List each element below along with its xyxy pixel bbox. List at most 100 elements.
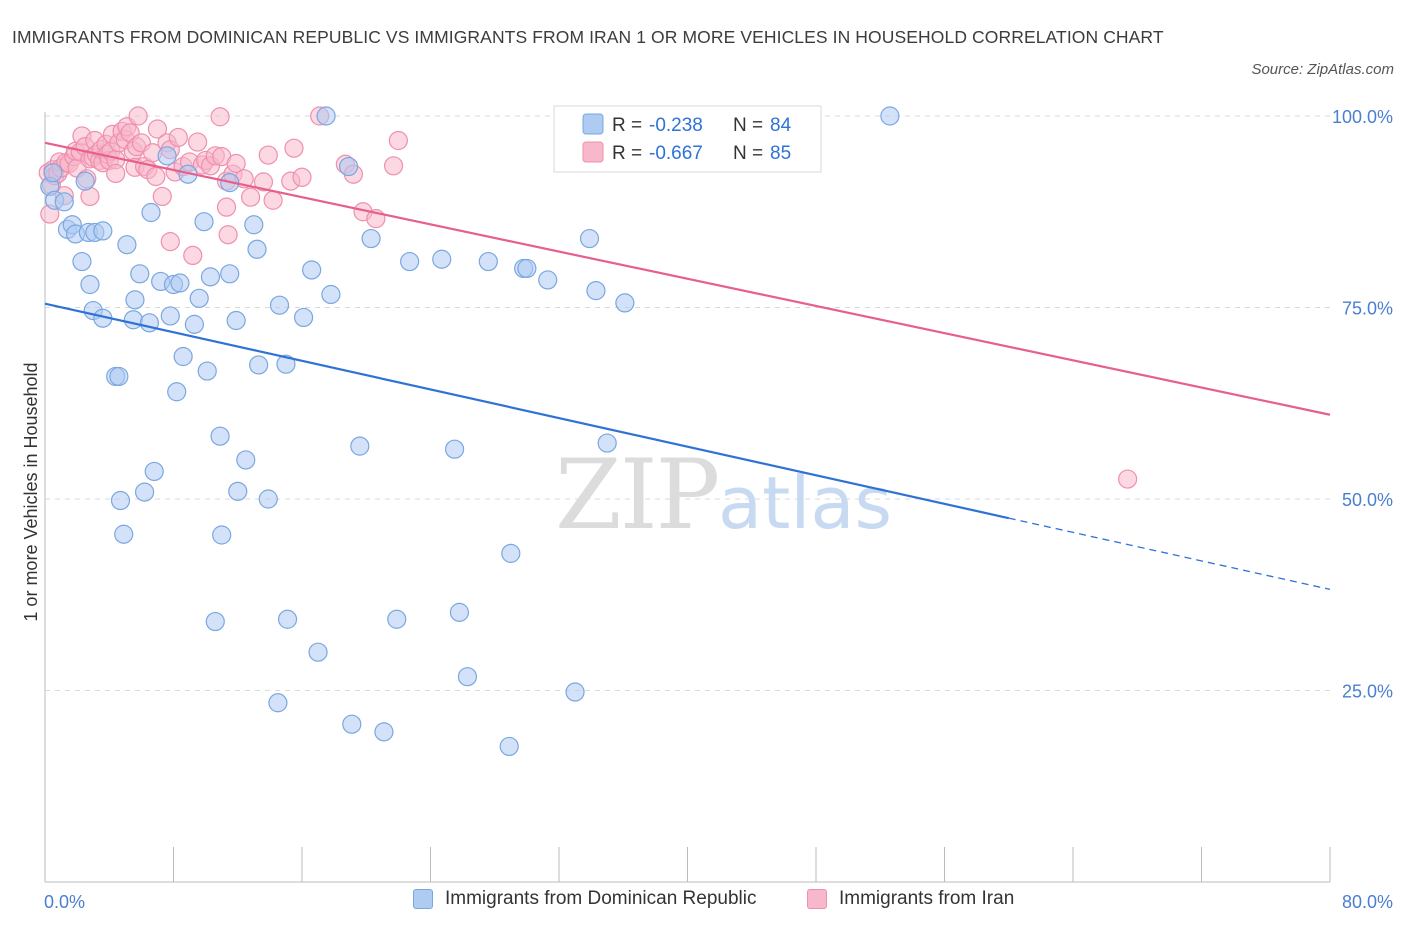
point-dominican-12 bbox=[93, 221, 113, 241]
point-dominican-56 bbox=[302, 260, 322, 280]
point-iran-41 bbox=[128, 106, 148, 126]
point-dominican-41 bbox=[212, 525, 232, 545]
legend-top-r-value-1: -0.238 bbox=[649, 115, 703, 136]
point-iran-81 bbox=[383, 156, 404, 176]
point-dominican-53 bbox=[276, 354, 296, 374]
point-dominican-67 bbox=[444, 439, 465, 459]
point-dominican-24 bbox=[141, 202, 161, 223]
point-iran-50 bbox=[160, 232, 180, 252]
point-dominican-38 bbox=[200, 267, 221, 287]
point-iran-67 bbox=[226, 153, 246, 174]
point-dominican-49 bbox=[249, 355, 269, 375]
point-dominican-66 bbox=[432, 249, 452, 269]
point-dominican-63 bbox=[374, 722, 394, 742]
series-dominican-points bbox=[40, 106, 900, 757]
point-iran-65 bbox=[218, 225, 238, 245]
point-dominican-70 bbox=[478, 251, 498, 272]
point-dominican-80 bbox=[615, 293, 635, 313]
legend-bottom: Immigrants from Dominican Republic Immig… bbox=[0, 888, 1406, 916]
point-dominican-55 bbox=[294, 307, 314, 328]
point-dominican-75 bbox=[538, 270, 558, 290]
point-iran-64 bbox=[216, 197, 237, 217]
point-iran-70 bbox=[253, 172, 274, 192]
point-dominican-17 bbox=[114, 524, 134, 544]
point-dominican-59 bbox=[338, 156, 359, 177]
legend-item-iran: Immigrants from Iran bbox=[807, 888, 1014, 910]
point-dominican-30 bbox=[167, 382, 187, 402]
point-iran-74 bbox=[284, 138, 304, 158]
legend-top-n-label-1: N = bbox=[733, 115, 763, 136]
legend-swatch-iran bbox=[807, 889, 827, 909]
trend-lines bbox=[44, 141, 1331, 591]
point-dominican-34 bbox=[184, 314, 204, 334]
legend-top-swatch-pink bbox=[582, 141, 604, 163]
point-dominican-50 bbox=[258, 489, 278, 509]
trend-line-iran bbox=[44, 141, 1331, 416]
x-tick-label-max: 80.0% bbox=[1342, 892, 1393, 912]
watermark-zip: ZIP bbox=[555, 439, 718, 551]
point-iran-69 bbox=[241, 187, 261, 207]
point-dominican-7 bbox=[72, 251, 92, 272]
legend-swatch-dominican bbox=[413, 889, 433, 909]
point-iran-56 bbox=[183, 245, 203, 266]
point-dominican-21 bbox=[130, 264, 150, 284]
source-label: Source: ZipAtlas.com bbox=[1251, 61, 1394, 78]
point-dominican-36 bbox=[194, 212, 214, 232]
point-iran-84 bbox=[210, 107, 230, 127]
point-dominican-79 bbox=[597, 433, 617, 453]
point-dominican-51 bbox=[268, 693, 288, 713]
point-dominican-52 bbox=[269, 295, 290, 315]
point-dominican-35 bbox=[189, 288, 209, 308]
axes bbox=[44, 112, 1331, 883]
point-dominican-9 bbox=[80, 274, 100, 295]
point-dominican-69 bbox=[457, 667, 478, 687]
point-dominican-19 bbox=[123, 310, 143, 330]
y-tick-label-0: 25.0% bbox=[1342, 682, 1393, 702]
legend-top-r-label-2: R = bbox=[612, 143, 642, 164]
gridlines bbox=[45, 115, 1330, 691]
point-iran-72 bbox=[263, 190, 283, 210]
point-dominican-60 bbox=[342, 714, 362, 734]
point-dominican-1 bbox=[43, 163, 63, 183]
point-dominican-58 bbox=[321, 284, 341, 305]
point-dominican-81 bbox=[880, 106, 900, 126]
trend-line-dominican bbox=[44, 302, 1009, 520]
point-dominican-57 bbox=[308, 642, 328, 662]
chart-title: IMMIGRANTS FROM DOMINICAN REPUBLIC VS IM… bbox=[12, 27, 1164, 47]
y-tick-label-2: 75.0% bbox=[1342, 299, 1393, 319]
point-iran-47 bbox=[147, 119, 168, 139]
point-dominican-61 bbox=[350, 436, 370, 456]
point-dominican-32 bbox=[173, 346, 193, 367]
point-dominican-46 bbox=[236, 450, 256, 470]
point-dominican-65 bbox=[400, 251, 420, 272]
point-iran-46 bbox=[146, 166, 166, 187]
point-dominican-72 bbox=[501, 543, 521, 563]
point-dominican-31 bbox=[170, 273, 190, 293]
point-iran-83 bbox=[1118, 469, 1138, 489]
point-dominican-3 bbox=[54, 192, 74, 212]
trend-line-dominican-dashed bbox=[1008, 517, 1331, 591]
point-dominican-78 bbox=[586, 281, 606, 301]
point-dominican-18 bbox=[117, 235, 137, 255]
point-dominican-54 bbox=[277, 609, 298, 629]
point-dominican-47 bbox=[244, 215, 264, 235]
point-iran-53 bbox=[168, 127, 188, 148]
point-iran-82 bbox=[388, 130, 408, 151]
point-dominican-16 bbox=[110, 490, 131, 511]
point-dominican-82 bbox=[316, 106, 336, 126]
point-iran-57 bbox=[187, 132, 208, 152]
point-dominican-39 bbox=[205, 611, 225, 632]
legend-top-n-label-2: N = bbox=[733, 143, 763, 164]
point-iran-75 bbox=[292, 167, 312, 187]
point-dominican-28 bbox=[160, 306, 180, 326]
point-dominican-40 bbox=[210, 426, 230, 446]
x-tick-label-min: 0.0% bbox=[44, 892, 85, 912]
point-dominican-62 bbox=[361, 228, 381, 249]
point-dominican-68 bbox=[449, 602, 470, 622]
point-iran-71 bbox=[258, 145, 278, 165]
point-dominican-48 bbox=[247, 239, 267, 259]
point-dominican-83 bbox=[75, 171, 95, 191]
y-axis-label: 1 or more Vehicles in Household bbox=[21, 362, 41, 621]
point-dominican-74 bbox=[517, 258, 537, 279]
point-dominican-71 bbox=[499, 736, 519, 757]
